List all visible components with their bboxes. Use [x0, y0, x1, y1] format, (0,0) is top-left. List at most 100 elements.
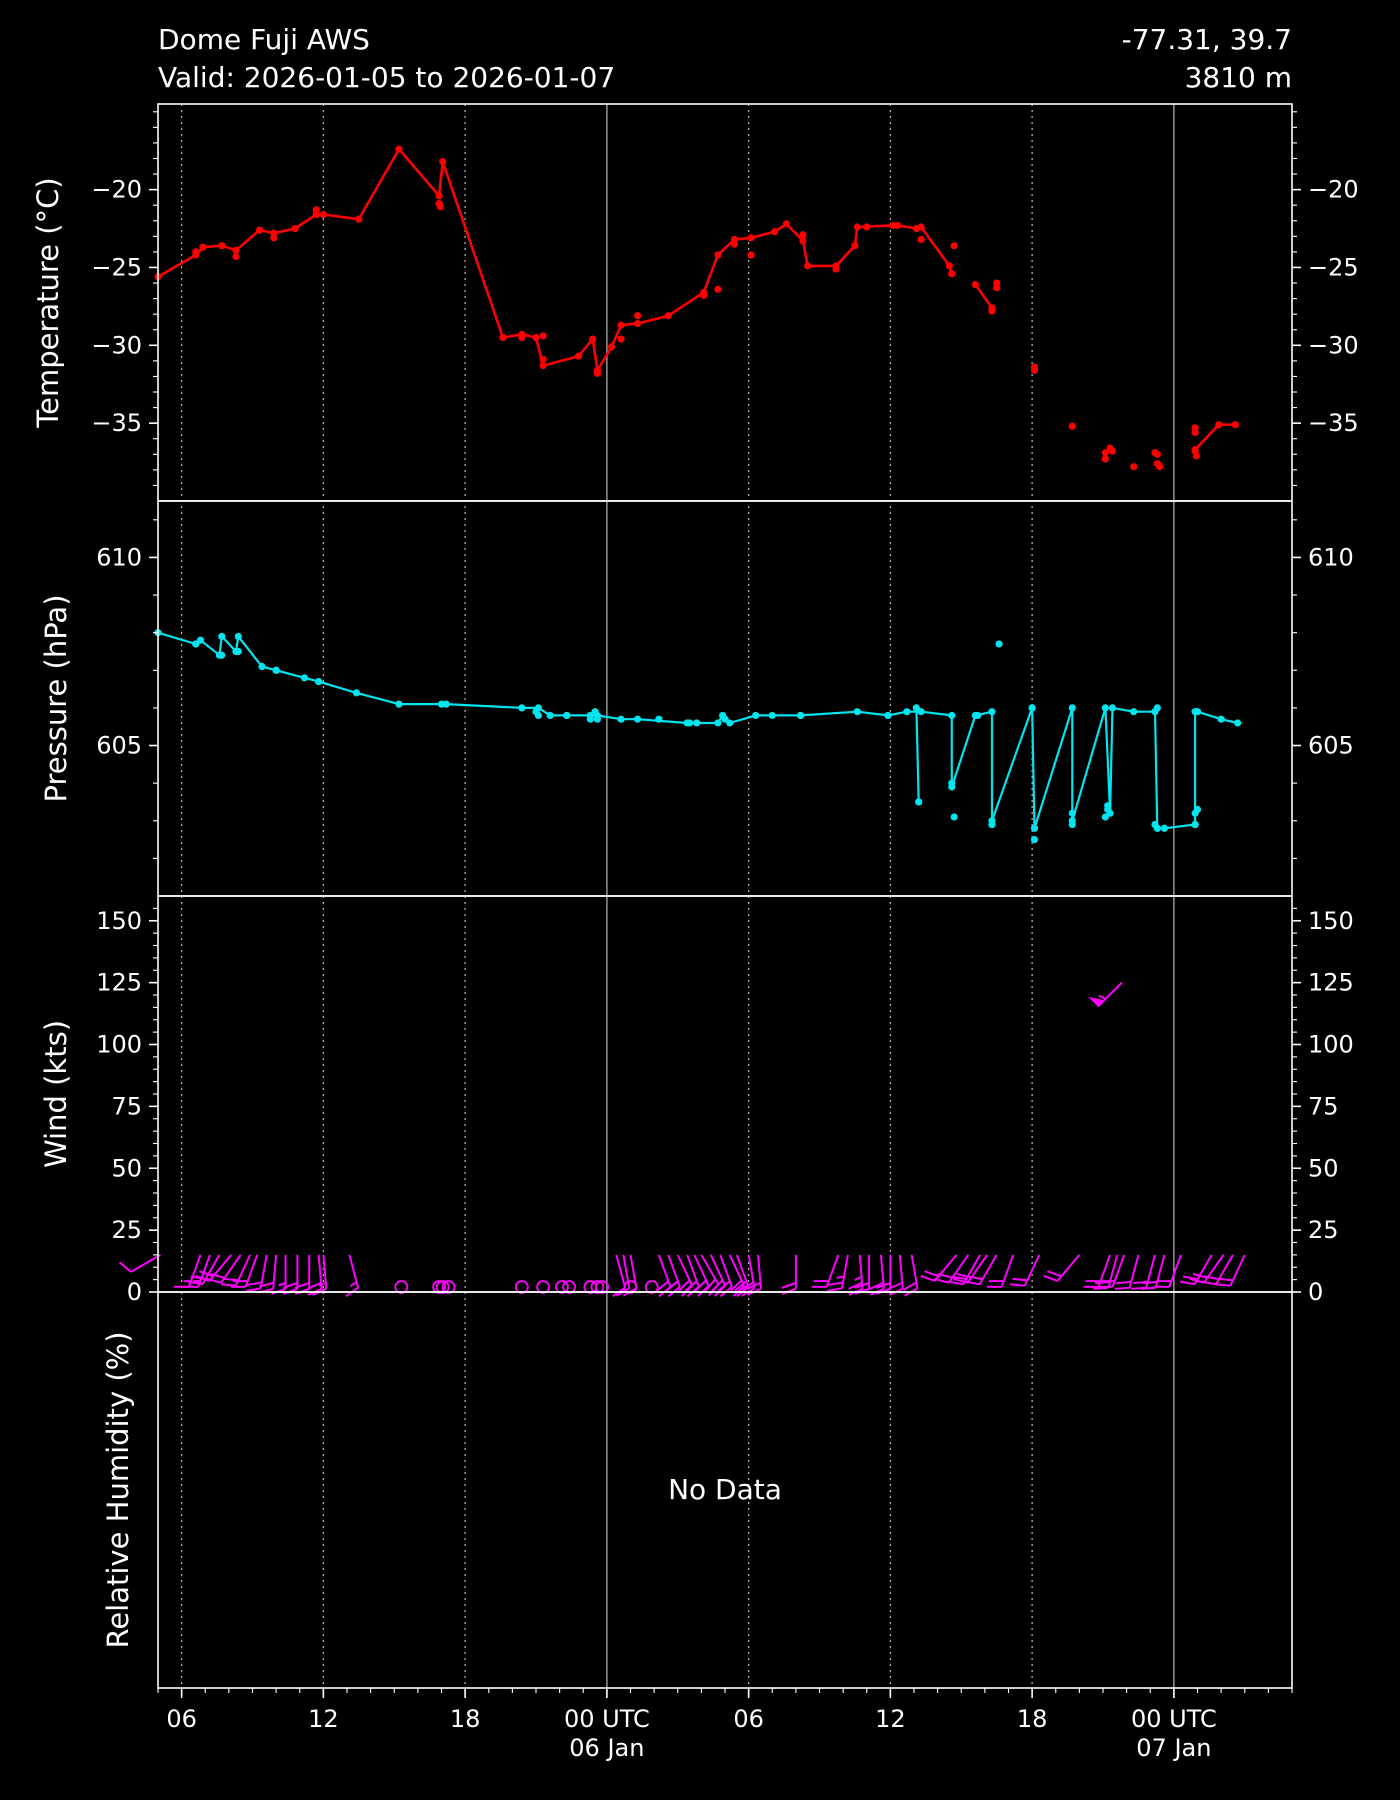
- temperature-point: [1191, 428, 1199, 437]
- wind-barb-half-feather: [1098, 994, 1107, 1000]
- temperature-point: [199, 243, 207, 251]
- y-tick-label: 0: [1308, 1278, 1323, 1306]
- temperature-point: [804, 262, 812, 270]
- temperature-point: [714, 251, 722, 259]
- temperature-point: [747, 251, 755, 259]
- wind-barb-feather: [678, 1279, 691, 1292]
- y-tick-label: −25: [1308, 253, 1359, 281]
- y-tick-label: 125: [1308, 969, 1354, 997]
- temperature-point: [1153, 450, 1161, 458]
- temperature-point: [355, 215, 363, 223]
- pressure-point: [1193, 805, 1202, 814]
- wind-barb: [964, 1254, 998, 1286]
- y-axis-label: Wind (kts): [39, 1020, 73, 1168]
- temperature-point: [395, 145, 403, 153]
- pressure-point: [315, 677, 323, 686]
- temperature-point: [319, 210, 327, 219]
- calm-wind-marker: [555, 1280, 569, 1294]
- temperature-point: [893, 221, 902, 230]
- temperature-point: [782, 220, 791, 228]
- pressure-point: [192, 640, 200, 648]
- temperature-point: [593, 369, 602, 377]
- wind-barb-half-feather: [349, 1281, 358, 1287]
- calm-wind-marker: [514, 1280, 529, 1294]
- x-tick-label: 06: [733, 1705, 764, 1733]
- wind-barb-half-feather: [836, 1275, 845, 1279]
- wind-barb-feather: [1140, 1286, 1156, 1290]
- wind-barb-feather: [967, 1275, 983, 1281]
- pressure-point: [1028, 704, 1036, 712]
- wind-barb-feather: [697, 1284, 710, 1297]
- station-elevation: 3810 m: [1185, 61, 1292, 94]
- y-tick-label: 605: [96, 732, 142, 760]
- temperature-point: [436, 203, 444, 211]
- y-tick-label: 100: [1308, 1031, 1354, 1059]
- temperature-point: [988, 307, 996, 315]
- pressure-point: [1068, 704, 1076, 712]
- calm-wind-marker: [590, 1280, 605, 1294]
- wind-barb-feather: [964, 1280, 980, 1286]
- station-title: Dome Fuji AWS: [158, 23, 370, 56]
- wind-barb-feather: [1043, 1274, 1058, 1282]
- wind-barb-feather: [307, 1281, 322, 1290]
- wind-barb: [827, 1254, 849, 1292]
- temperature-point: [617, 321, 625, 329]
- pressure-point: [685, 719, 694, 727]
- pressure-line: [157, 631, 1238, 830]
- wind-barb-feather: [924, 1270, 939, 1278]
- pressure-point: [518, 704, 526, 712]
- temperature-point: [232, 246, 240, 254]
- temperature-point: [499, 333, 507, 342]
- temperature-point: [617, 335, 625, 343]
- y-tick-label: 150: [1308, 907, 1354, 935]
- temperature-point: [439, 158, 447, 166]
- no-data-message: No Data: [668, 1473, 782, 1506]
- wind-barb-feather: [740, 1281, 754, 1291]
- y-tick-label: −30: [1308, 331, 1359, 359]
- pressure-point: [272, 666, 280, 674]
- wind-barb-feather: [781, 1281, 797, 1289]
- temperature-point: [851, 242, 859, 250]
- x-tick-label: 00 UTC: [564, 1705, 650, 1733]
- wind-barb-feather: [1047, 1270, 1062, 1278]
- wind-barb: [1179, 1254, 1213, 1286]
- panel-frame: [157, 895, 1293, 1293]
- temperature-point: [950, 242, 958, 250]
- temperature-point: [435, 192, 443, 200]
- temperature-point: [971, 280, 980, 289]
- wind-barb: [811, 1254, 840, 1288]
- x-tick-label: 18: [1017, 1705, 1048, 1733]
- temperature-line: [974, 283, 994, 309]
- wind-barb: [1140, 1254, 1166, 1290]
- wind-barb: [903, 1254, 919, 1297]
- pressure-point: [534, 711, 542, 720]
- wind-barb-feather: [294, 1281, 310, 1289]
- temperature-point: [633, 319, 642, 328]
- wind-barb-feather: [920, 1274, 936, 1282]
- wind-barb-feather: [259, 1281, 274, 1288]
- wind-barb-half-feather: [278, 1281, 286, 1287]
- temperature-point: [218, 242, 226, 250]
- temperature-point: [747, 234, 755, 242]
- temperature-point: [1215, 421, 1223, 429]
- wind-barb-feather: [717, 1280, 731, 1292]
- wind-barb-feather: [656, 1280, 670, 1292]
- wind-barb-feather: [1142, 1280, 1158, 1285]
- temperature-point: [574, 352, 583, 360]
- wind-barb: [1114, 1254, 1140, 1290]
- wind-barb: [245, 1254, 268, 1292]
- panel-frame: [157, 103, 1293, 502]
- temperature-point: [1068, 422, 1076, 430]
- pressure-point: [1153, 824, 1161, 832]
- temperature-point: [1101, 449, 1109, 457]
- wind-barb: [728, 1254, 746, 1297]
- temperature-point: [714, 285, 722, 293]
- x-tick-label: 00 UTC: [1131, 1705, 1217, 1733]
- calm-wind-marker: [432, 1280, 447, 1294]
- wind-barb: [934, 1254, 970, 1284]
- pressure-point: [721, 715, 729, 723]
- pressure-point: [655, 715, 663, 723]
- pressure-point: [395, 700, 403, 708]
- wind-barb: [345, 1254, 360, 1297]
